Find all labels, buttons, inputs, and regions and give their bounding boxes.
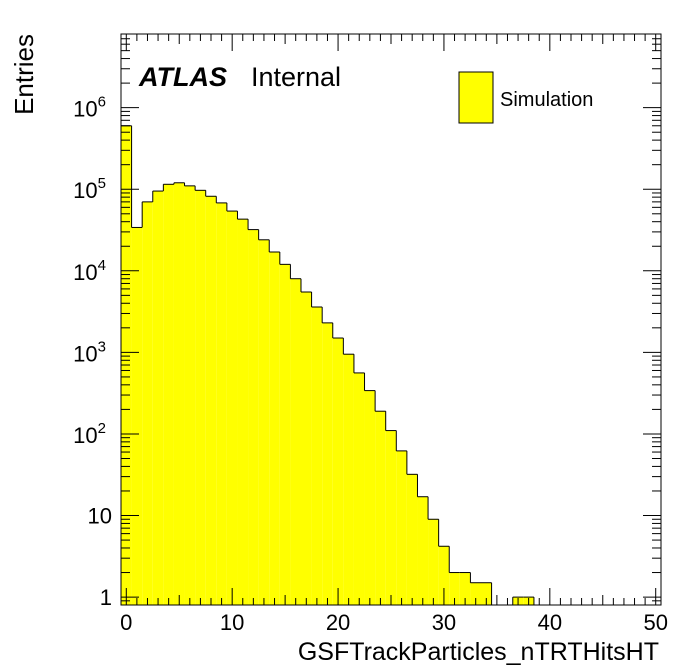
y-axis-label: Entries bbox=[9, 34, 39, 115]
histogram-bin bbox=[195, 190, 206, 605]
atlas-label: ATLAS bbox=[138, 62, 227, 92]
histogram-bin bbox=[216, 202, 227, 605]
x-tick-labels: 0 10 20 30 40 50 bbox=[120, 610, 668, 635]
histogram-bin bbox=[269, 252, 280, 605]
histogram-bin bbox=[173, 182, 185, 605]
histogram-bin bbox=[396, 450, 407, 605]
legend-entry-label: Simulation bbox=[500, 89, 593, 111]
y-tick-label-base: 10 bbox=[73, 178, 97, 203]
x-axis-label: GSFTrackParticles_nTRTHitsHT bbox=[298, 638, 659, 666]
histogram-bin bbox=[290, 278, 301, 605]
y-tick-label: 105 bbox=[73, 175, 106, 203]
histogram-bars bbox=[120, 125, 535, 606]
y-tick-label-exponent: 4 bbox=[98, 257, 106, 274]
histogram-bin bbox=[205, 196, 217, 605]
y-tick-label-base: 10 bbox=[73, 341, 97, 366]
histogram-bin bbox=[322, 322, 333, 605]
histogram-bin bbox=[237, 219, 249, 605]
y-tick-label-exponent: 5 bbox=[98, 175, 106, 192]
histogram-bin bbox=[343, 354, 354, 605]
histogram-bin bbox=[226, 211, 238, 606]
histogram-bin bbox=[184, 185, 196, 605]
histogram-bin bbox=[375, 411, 386, 605]
histogram-bin bbox=[258, 239, 270, 605]
x-tick-label: 20 bbox=[326, 610, 350, 635]
histogram-bin bbox=[248, 229, 259, 605]
legend: Simulation bbox=[458, 71, 593, 124]
histogram-bin bbox=[470, 582, 481, 605]
histogram-bin bbox=[481, 582, 492, 605]
histogram-bin bbox=[417, 496, 429, 605]
histogram-bin bbox=[428, 519, 439, 605]
histogram-bin bbox=[131, 227, 143, 606]
y-tick-label: 103 bbox=[73, 338, 106, 366]
y-tick-label: 1 bbox=[100, 585, 112, 610]
x-tick-label: 0 bbox=[120, 610, 132, 635]
y-tick-label-exponent: 3 bbox=[98, 338, 106, 355]
x-tick-label: 10 bbox=[220, 610, 244, 635]
y-tick-label: 106 bbox=[73, 94, 106, 122]
y-tick-label: 102 bbox=[73, 420, 106, 448]
histogram-bin bbox=[364, 390, 376, 605]
histogram-bin bbox=[142, 201, 153, 605]
histogram-bin bbox=[152, 191, 164, 606]
legend-swatch bbox=[458, 71, 494, 124]
histogram-bin bbox=[449, 572, 460, 605]
histogram-bin bbox=[459, 572, 471, 605]
y-tick-label: 10 bbox=[88, 504, 112, 529]
plot-frame bbox=[120, 33, 662, 606]
atlas-internal-label: Internal bbox=[251, 62, 341, 92]
x-tick-label: 30 bbox=[432, 610, 456, 635]
histogram-bin bbox=[406, 474, 418, 605]
histogram-bin bbox=[163, 184, 174, 605]
x-tick-label: 40 bbox=[538, 610, 562, 635]
y-tick-label-base: 10 bbox=[73, 97, 97, 122]
histogram-bin bbox=[438, 546, 450, 605]
y-tick-label: 104 bbox=[73, 257, 106, 285]
y-tick-label-exponent: 6 bbox=[98, 94, 106, 111]
y-tick-label-base: 10 bbox=[73, 260, 97, 285]
x-tick-label: 50 bbox=[643, 610, 667, 635]
histogram-bin bbox=[301, 291, 312, 605]
histogram-bin bbox=[353, 372, 365, 605]
histogram-bin bbox=[332, 338, 344, 605]
axis-ticks bbox=[121, 33, 661, 606]
histogram-bin bbox=[385, 430, 397, 605]
y-tick-label-exponent: 2 bbox=[98, 420, 106, 437]
histogram-bin bbox=[311, 307, 323, 605]
histogram-bin bbox=[279, 264, 291, 605]
y-tick-label-base: 10 bbox=[73, 423, 97, 448]
